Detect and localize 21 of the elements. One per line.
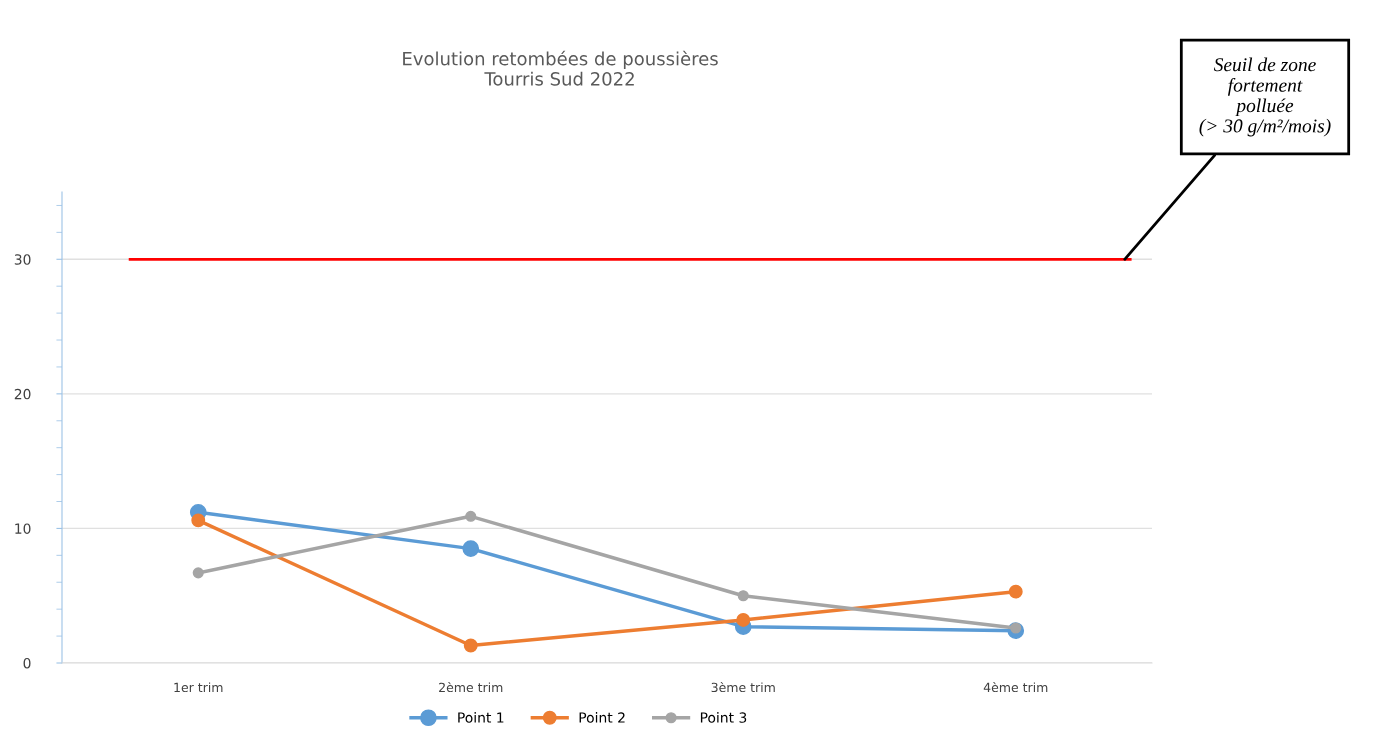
point xyxy=(465,510,477,522)
point xyxy=(736,612,751,627)
x-tick-label: 4ème trim xyxy=(983,681,1048,693)
point xyxy=(737,590,749,602)
point xyxy=(462,540,480,557)
y-tick-label: 0 xyxy=(23,657,31,669)
x-tick-label: 3ème trim xyxy=(711,681,775,693)
point xyxy=(192,567,204,579)
legend-label: Point 3 xyxy=(700,712,747,723)
x-tick-label: 2ème trim xyxy=(439,681,503,693)
point xyxy=(191,513,206,528)
legend-label: Point 1 xyxy=(458,712,504,723)
y-tick-label: 10 xyxy=(15,523,31,534)
y-tick-label: 30 xyxy=(14,254,31,265)
point xyxy=(1008,584,1023,599)
point xyxy=(463,638,478,653)
chart-title: Evolution retombées de poussières Tourris Sud 2022 xyxy=(403,50,718,86)
y-tick-label: 20 xyxy=(14,388,31,400)
x-tick-label: 1er trim xyxy=(174,682,223,693)
legend-label: Point 2 xyxy=(579,712,625,723)
ref-line-label: Seuil de zone fortement polluée (> 30 g/m²/mois) xyxy=(1199,57,1331,137)
